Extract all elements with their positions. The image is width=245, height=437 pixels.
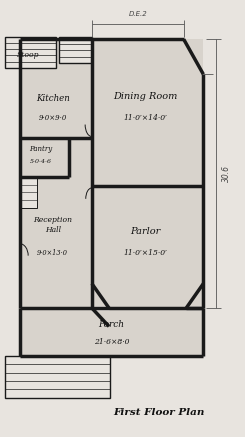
Text: First Floor Plan: First Floor Plan <box>114 409 205 417</box>
Text: 5·0·4·6: 5·0·4·6 <box>29 159 51 164</box>
Text: 30.6: 30.6 <box>222 165 231 182</box>
Text: 9·0×9·0: 9·0×9·0 <box>38 114 67 122</box>
Bar <box>20 308 203 356</box>
Text: Pantry: Pantry <box>29 145 52 153</box>
Text: 21·6×8·0: 21·6×8·0 <box>94 338 129 346</box>
Text: Dining Room: Dining Room <box>114 92 178 101</box>
Text: Stoop: Stoop <box>17 51 39 59</box>
Bar <box>5 37 56 68</box>
Bar <box>5 356 110 398</box>
Text: Parlor: Parlor <box>131 227 161 236</box>
Bar <box>20 39 203 308</box>
Text: 11·0′×15·0′: 11·0′×15·0′ <box>124 250 168 257</box>
Bar <box>59 37 92 63</box>
Text: Kitchen: Kitchen <box>36 94 70 103</box>
Text: 9·0×13·0: 9·0×13·0 <box>37 250 68 257</box>
Text: Porch: Porch <box>98 320 124 329</box>
Text: D.E.2: D.E.2 <box>128 11 147 17</box>
Text: Reception
Hall: Reception Hall <box>33 216 72 234</box>
Text: 11·0′×14·0′: 11·0′×14·0′ <box>124 114 168 122</box>
Bar <box>21 177 37 208</box>
